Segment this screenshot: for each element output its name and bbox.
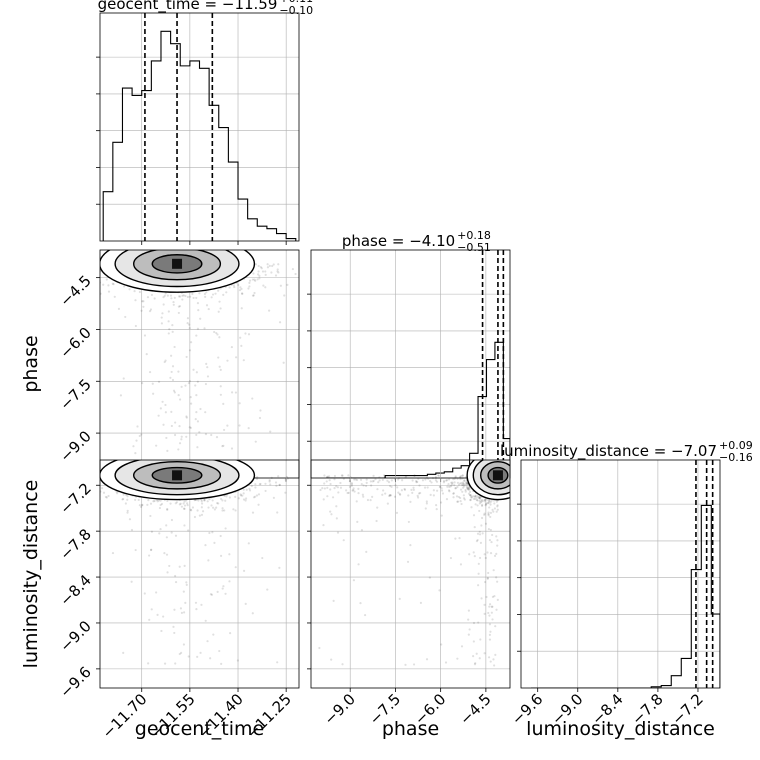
xtick-label-phase-3: −4.5 — [456, 690, 494, 728]
title-phase: phase = −4.10 — [342, 232, 455, 250]
density-luminosity_distance-vs-phase — [466, 460, 510, 501]
contour-2-1-1 — [472, 460, 510, 496]
title-minus-geocent_time: −0.10 — [279, 4, 313, 17]
frame-2-2 — [520, 459, 721, 689]
ytick-label-phase-2: −6.0 — [56, 324, 94, 362]
yaxis-label-luminosity_distance: luminosity_distance — [20, 480, 42, 669]
panel-1-0: −9.0 −7.5 −6.0 −4.5 — [56, 249, 300, 482]
title-plus-luminosity_distance: +0.09 — [719, 439, 753, 452]
hist-luminosity_distance — [531, 504, 720, 688]
ytick-label-luminosity_distance-1: −9.0 — [56, 617, 94, 655]
frame-1-1 — [310, 249, 511, 479]
density-peak-2-1 — [492, 470, 503, 481]
title-minus-luminosity_distance: −0.16 — [719, 451, 753, 464]
title-main-geocent_time: geocent_time = −11.59 — [98, 0, 278, 14]
ytick-label-phase-3: −4.5 — [56, 272, 94, 310]
grid-0-0 — [100, 13, 299, 241]
density-peak-2-0 — [172, 470, 183, 481]
contour-2-0-3 — [151, 466, 203, 484]
title-geocent_time: geocent_time = −11.59 — [98, 0, 278, 14]
density-phase-vs-geocent_time — [100, 250, 256, 293]
contour-1-0-0 — [100, 250, 256, 293]
contour-2-0-0 — [100, 460, 256, 501]
frame-0-0 — [99, 12, 300, 242]
scatter-luminosity_distance-vs-phase — [318, 474, 500, 667]
ytick-label-phase-1: −7.5 — [56, 375, 94, 413]
ytick-label-luminosity_distance-0: −9.6 — [56, 663, 94, 701]
hist-geocent_time — [102, 30, 297, 241]
xtick-label-phase-0: −9.0 — [321, 690, 359, 728]
yaxis-label-phase: phase — [20, 335, 42, 392]
contour-1-0-1 — [114, 250, 240, 288]
xaxis-label-luminosity_distance: luminosity_distance — [526, 718, 715, 740]
frame-2-1 — [310, 459, 511, 689]
ytick-label-phase-0: −9.0 — [56, 427, 94, 465]
contour-2-0-1 — [114, 460, 240, 496]
panel-2-2: −9.6 −9.0 −8.4 −7.8 −7.2luminosity_distance … — [500, 439, 753, 729]
ytick-label-luminosity_distance-4: −7.2 — [56, 479, 94, 517]
grid-1-0 — [100, 250, 299, 478]
contour-1-0-2 — [132, 250, 222, 281]
title-minus-phase: −0.51 — [457, 241, 491, 254]
panel-2-1: −9.0 −7.5 −6.0 −4.5 — [307, 459, 511, 729]
contour-2-1-2 — [479, 461, 510, 490]
ytick-label-luminosity_distance-2: −8.4 — [56, 571, 94, 609]
ytick-label-luminosity_distance-3: −7.8 — [56, 525, 94, 563]
grid-2-2 — [521, 460, 720, 688]
density-peak-1-0 — [172, 258, 183, 269]
hist-phase — [326, 341, 510, 478]
title-main-luminosity_distance: luminosity_distance = −7.07 — [500, 442, 717, 461]
title-main-phase: phase = −4.10 — [342, 232, 455, 250]
panel-2-0: −9.6−9.0−8.4−7.8−7.2−11.70−11.55−11.40−1… — [56, 459, 300, 742]
title-plus-geocent_time: +0.11 — [279, 0, 313, 5]
panel-1-1: phase = −4.10 +0.18−0.51 — [307, 229, 511, 482]
grid-1-1 — [311, 250, 510, 478]
contour-2-1-0 — [466, 460, 510, 501]
grid-2-1 — [311, 460, 510, 688]
panel-0-0: geocent_time = −11.59+0.11−0.10 — [96, 0, 313, 245]
title-plus-phase: +0.18 — [457, 229, 491, 242]
xaxis-label-geocent_time: geocent_time — [135, 718, 264, 740]
density-luminosity_distance-vs-geocent_time — [100, 460, 256, 501]
scatter-luminosity_distance-vs-geocent_time — [100, 474, 289, 665]
contour-2-1-3 — [487, 466, 509, 484]
xaxis-label-phase: phase — [382, 718, 439, 740]
frame-2-0 — [99, 459, 300, 689]
contour-1-0-3 — [151, 254, 203, 274]
title-luminosity_distance: luminosity_distance = −7.07 — [500, 442, 717, 461]
contour-2-0-2 — [132, 461, 222, 490]
